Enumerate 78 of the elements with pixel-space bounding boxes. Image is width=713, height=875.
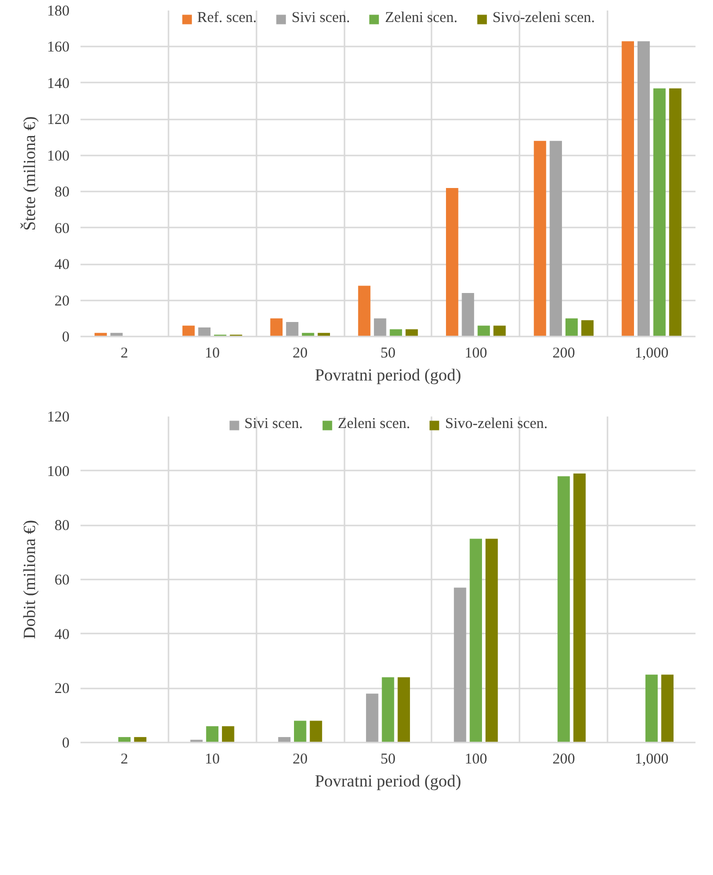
x-tick-label: 1,000 <box>634 346 668 362</box>
legend-label: Zeleni scen. <box>338 416 410 433</box>
bar <box>446 188 458 336</box>
bar <box>622 41 634 336</box>
x-tick-label: 20 <box>292 346 308 362</box>
bar <box>653 88 666 336</box>
bar <box>134 737 146 742</box>
bar <box>645 674 658 742</box>
y-tick-label: 100 <box>47 464 70 480</box>
bar <box>374 318 386 336</box>
bar <box>486 538 498 742</box>
bar <box>398 677 410 742</box>
x-tick-label: 1,000 <box>634 752 668 768</box>
y-tick-label: 20 <box>54 293 70 310</box>
y-tick-label: 20 <box>54 681 70 698</box>
x-tick-label: 50 <box>380 752 396 768</box>
bar <box>573 474 586 742</box>
y-tick-label: 60 <box>54 220 70 237</box>
x-tick-label: 200 <box>552 752 575 768</box>
bar <box>669 88 682 336</box>
bar <box>550 140 562 336</box>
y-tick-label: 40 <box>54 257 70 274</box>
bar <box>382 677 394 742</box>
bar <box>558 476 570 742</box>
x-tick-label: 20 <box>292 752 308 768</box>
y-tick-label: 0 <box>62 736 70 752</box>
x-tick-label: 50 <box>380 346 396 362</box>
y-tick-label: 80 <box>54 184 70 201</box>
bar <box>661 674 674 742</box>
bar <box>581 320 594 336</box>
x-axis-title: Povratni period (god) <box>314 772 462 790</box>
bar <box>118 737 131 742</box>
bar <box>493 326 506 336</box>
bar <box>534 140 546 336</box>
y-tick-label: 120 <box>47 410 70 426</box>
y-tick-label: 80 <box>54 518 70 534</box>
x-tick-label: 2 <box>120 346 128 362</box>
bar <box>470 538 482 742</box>
bar <box>366 694 378 742</box>
bar <box>310 720 322 742</box>
bar <box>406 329 418 336</box>
bar <box>638 41 650 336</box>
bar <box>286 322 298 336</box>
bar <box>462 293 474 336</box>
legend-label: Sivo-zeleni scen. <box>445 416 548 433</box>
y-tick-label: 160 <box>47 40 70 56</box>
legend-label: Sivo-zeleni scen. <box>492 10 595 27</box>
y-tick-label: 120 <box>47 112 70 128</box>
x-tick-label: 10 <box>204 752 220 768</box>
bar <box>294 720 306 742</box>
bar <box>478 326 490 336</box>
x-tick-label: 200 <box>552 346 575 362</box>
x-axis-title: Povratni period (god) <box>314 366 462 384</box>
bar <box>222 726 234 742</box>
bar <box>182 326 195 336</box>
bar <box>454 588 466 742</box>
x-tick-label: 100 <box>464 752 488 768</box>
bar <box>270 318 283 336</box>
y-tick-label: 60 <box>54 572 70 588</box>
legend-label: Zeleni scen. <box>384 10 458 27</box>
legend-label: Sivi scen. <box>292 10 350 27</box>
y-tick-label: 40 <box>54 626 70 643</box>
y-tick-label: 140 <box>47 76 70 92</box>
legend-label: Sivi scen. <box>244 416 303 433</box>
x-tick-label: 2 <box>120 752 128 768</box>
x-tick-label: 100 <box>464 346 488 362</box>
bar <box>198 327 211 336</box>
y-tick-label: 0 <box>62 330 70 346</box>
bar <box>206 726 218 742</box>
bar <box>565 318 578 336</box>
bar <box>358 286 370 336</box>
bar <box>278 737 290 742</box>
y-axis-title: Dobit (miliona €) <box>20 520 39 639</box>
y-axis-title: Štete (miliona €) <box>20 116 39 231</box>
x-tick-label: 10 <box>204 346 220 362</box>
legend-label: Ref. scen. <box>197 10 257 27</box>
y-tick-label: 180 <box>47 4 70 20</box>
y-tick-label: 100 <box>47 148 70 164</box>
